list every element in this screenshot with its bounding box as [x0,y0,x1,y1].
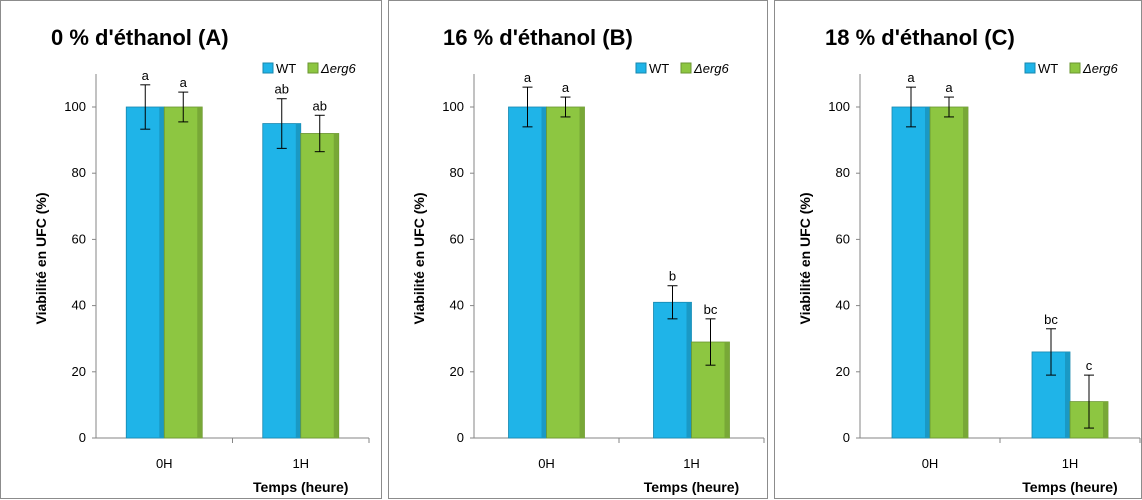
bar-wt [508,106,547,439]
x-axis-title: Temps (heure) [1022,479,1117,495]
y-tick-label: 80 [72,165,86,180]
bar-shade [686,302,692,438]
y-tick-label: 100 [64,99,86,114]
x-axis-title: Temps (heure) [644,479,739,495]
legend-swatch-erg6 [680,62,692,74]
y-tick-label: 0 [79,430,86,445]
legend-swatch-wt [635,62,647,74]
x-tick-label: 1H [683,456,700,471]
significance-letter: a [907,70,915,85]
legend-label-wt: WT [649,61,669,76]
bar-erg6 [300,133,340,439]
chart-a: 0 20 40 60 80 100 Viabilité en UFC (%) Temps (h… [33,61,370,495]
y-tick-label: 20 [836,364,850,379]
bar-shade [295,123,301,439]
legend-swatch-wt [262,62,274,74]
significance-letter: b [669,269,676,284]
x-tick-label: 1H [1062,456,1079,471]
legend-label-erg6: Δerg6 [320,61,357,76]
significance-letter: c [1086,358,1093,373]
bar-wt [125,106,165,439]
bar-wt [262,123,302,439]
bar-shade [724,342,730,438]
legend-swatch-erg6 [1069,62,1081,74]
y-axis-title: Viabilité en UFC (%) [797,193,813,325]
bar-erg6 [929,106,969,439]
y-tick-label: 40 [450,298,464,313]
bar-shade [333,133,339,439]
bar-wt [653,301,692,439]
y-tick-label: 60 [836,231,850,246]
significance-letter: a [142,68,150,83]
y-tick-label: 40 [72,298,86,313]
significance-letter: ab [313,98,327,113]
y-tick-label: 20 [450,364,464,379]
chart-title-c: 18 % d'éthanol (C) [825,25,1015,50]
significance-letter: a [562,80,570,95]
legend-label-wt: WT [276,61,296,76]
chart-b: 0 20 40 60 80 100 Viabilité en UFC (%) Temps (h… [411,61,765,495]
x-axis-title: Temps (heure) [253,479,348,495]
legend-swatch-erg6 [307,62,319,74]
bar-shade [541,107,547,438]
bar-shade [579,107,585,438]
bar-shade [925,107,930,438]
legend-label-wt: WT [1038,61,1058,76]
chart-title-a: 0 % d'éthanol (A) [51,25,229,50]
y-tick-label: 20 [72,364,86,379]
chart-title-b: 16 % d'éthanol (B) [443,25,633,50]
bar-shade [159,107,165,438]
significance-letter: ab [275,82,289,97]
legend-label-erg6: Δerg6 [693,61,730,76]
y-tick-label: 0 [843,430,850,445]
y-axis-title: Viabilité en UFC (%) [33,193,49,325]
y-tick-label: 40 [836,298,850,313]
significance-letter: a [524,70,532,85]
bar-shade [197,107,203,438]
x-tick-label: 0H [156,456,173,471]
y-tick-label: 60 [72,231,86,246]
x-tick-label: 0H [538,456,555,471]
y-tick-label: 0 [457,430,464,445]
legend-swatch-wt [1024,62,1036,74]
y-tick-label: 100 [828,99,850,114]
chart-panel-a: 0 % d'éthanol (A) 0 20 40 60 80 100 Viabilité … [0,0,382,499]
y-axis-title: Viabilité en UFC (%) [411,193,427,325]
bar-wt [891,106,931,439]
x-tick-label: 1H [292,456,309,471]
chart-panel-b: 16 % d'éthanol (B) 0 20 40 60 80 100 Viabilité… [388,0,768,499]
significance-letter: a [180,75,188,90]
bar-erg6 [163,106,203,439]
chart-c: 0 20 40 60 80 100 Viabilité en UFC (%) Temps (h… [797,61,1141,495]
y-tick-label: 80 [450,165,464,180]
bar-shade [1065,351,1070,438]
significance-letter: bc [704,302,718,317]
bar-shade [1103,401,1108,438]
y-tick-label: 60 [450,231,464,246]
y-tick-label: 100 [442,99,464,114]
chart-panel-c: 18 % d'éthanol (C) 0 20 40 60 80 100 Viabilité… [774,0,1142,499]
significance-letter: a [945,80,953,95]
x-tick-label: 0H [922,456,939,471]
legend-label-erg6: Δerg6 [1082,61,1119,76]
y-tick-label: 80 [836,165,850,180]
bar-erg6 [546,106,585,439]
bar-shade [963,107,968,438]
significance-letter: bc [1044,312,1058,327]
